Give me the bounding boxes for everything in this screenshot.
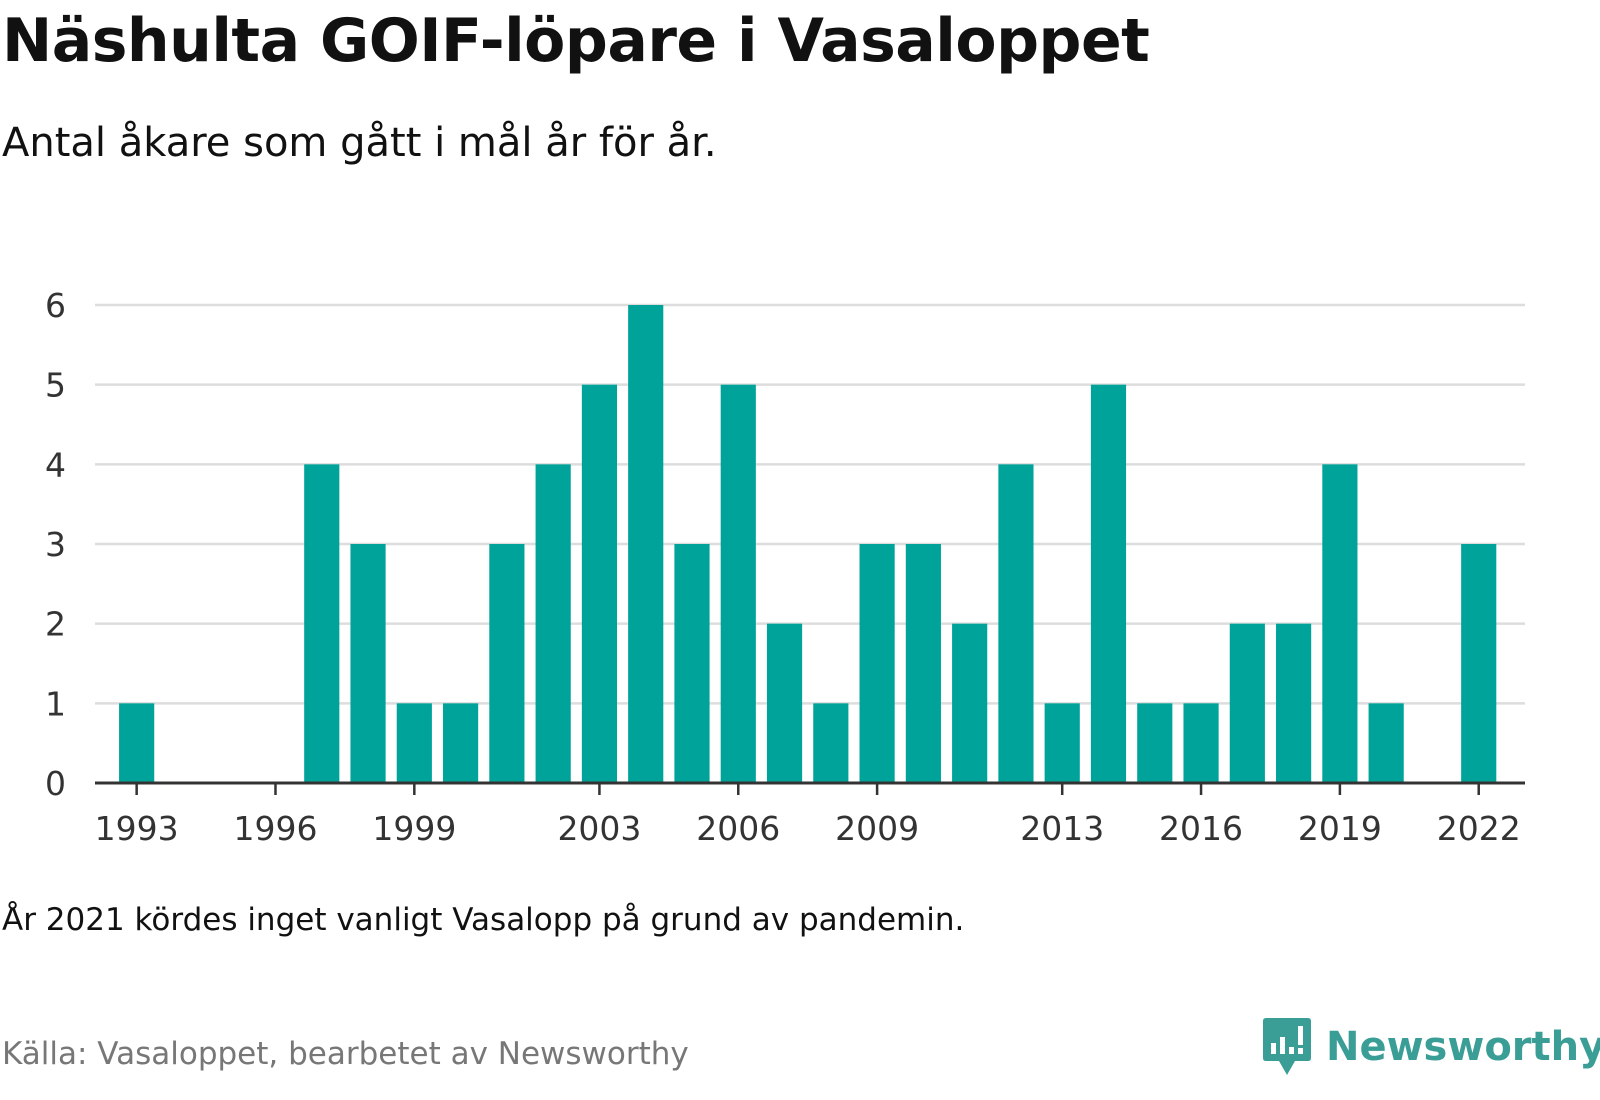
x-tick-label: 1996 [233,809,317,848]
bar-2019 [1322,464,1358,783]
bar-1997 [304,464,340,783]
brand-name: Newsworthy [1326,1024,1600,1070]
bar-2017 [1229,623,1265,783]
y-tick-label: 0 [45,764,66,803]
bar-2012 [998,464,1034,783]
bar-2015 [1137,703,1173,783]
bar-2014 [1090,384,1127,783]
x-tick-label: 1999 [372,809,456,848]
brand[interactable]: Newsworthy [1262,1016,1600,1078]
x-tick-label: 2006 [696,809,780,848]
x-tick-label: 2013 [1020,809,1104,848]
bar-2018 [1276,623,1312,783]
source-credit: Källa: Vasaloppet, bearbetet av Newswort… [2,1036,689,1072]
y-tick-label: 3 [45,525,66,564]
bar-1993 [119,703,155,783]
bar-1999 [396,703,432,783]
axes: 0 1 2 3 4 5 6 1993 1996 1999 2003 2006 2009 2013 2016 2… [45,286,1525,848]
y-tick-label: 1 [45,684,66,723]
x-tick-label: 2003 [557,809,641,848]
bar-2010 [905,544,941,783]
y-tick-label: 2 [45,605,66,644]
bar-2004 [628,305,664,783]
bars [119,305,1497,783]
bar-2020 [1368,703,1404,783]
bar-2016 [1183,703,1219,783]
chart-note: År 2021 kördes inget vanligt Vasalopp på… [2,902,965,938]
y-tick-label: 6 [45,286,66,325]
x-tick-label: 2022 [1437,809,1521,848]
y-tick-label: 5 [45,366,66,405]
x-tick-label: 2009 [835,809,919,848]
y-tick-label: 4 [45,445,66,484]
newsworthy-logo-icon [1263,1018,1311,1075]
bar-2006 [720,384,756,783]
bar-chart: 0 1 2 3 4 5 6 1993 1996 1999 2003 2006 2009 2013 2016 2… [45,286,1525,848]
bar-1998 [350,544,386,783]
bar-2000 [443,703,479,783]
bar-2013 [1044,703,1080,783]
bar-2007 [766,623,803,783]
x-tick-label: 2016 [1159,809,1243,848]
bar-2003 [581,384,618,783]
bar-2005 [674,544,710,783]
chart-subtitle: Antal åkare som gått i mål år för år. [2,120,717,166]
bar-2011 [952,623,988,783]
chart-title: Näshulta GOIF-löpare i Vasaloppet [2,6,1150,76]
bar-2009 [859,544,895,783]
bar-2001 [489,544,525,783]
x-tick-label: 2019 [1298,809,1382,848]
bar-2008 [813,703,849,783]
x-tick-label: 1993 [95,809,179,848]
bar-2002 [535,464,571,783]
bar-2022 [1461,544,1497,783]
